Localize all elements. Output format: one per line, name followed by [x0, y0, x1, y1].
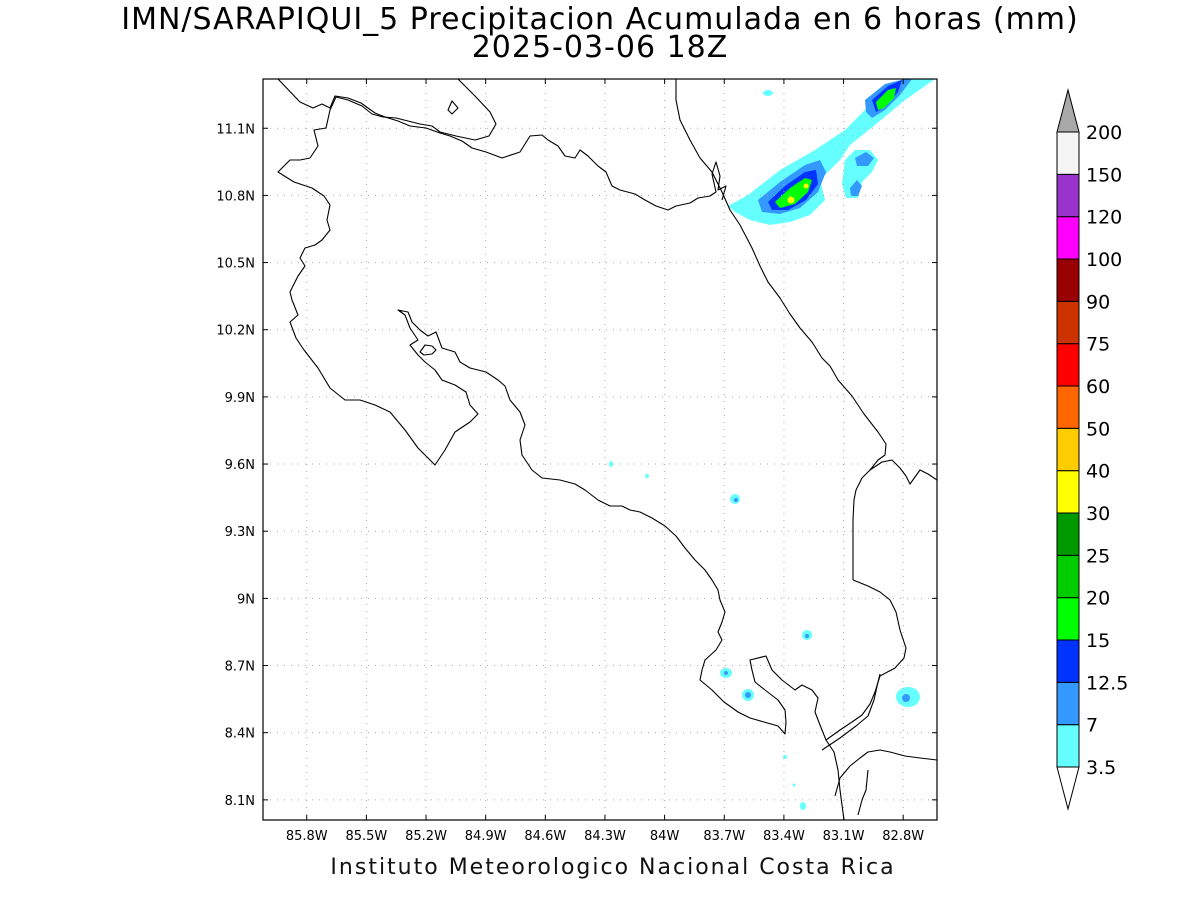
colorbar-label: 120 — [1086, 207, 1122, 229]
precip-cell — [792, 783, 796, 787]
lon-tick-label: 85.8W — [286, 829, 328, 844]
colorbar-label: 15 — [1086, 630, 1110, 652]
pacific-coast — [277, 79, 907, 741]
precip-band-green — [876, 88, 896, 110]
lon-tick-label: 84.3W — [584, 829, 626, 844]
precip-cell — [734, 498, 738, 502]
precip-cell — [902, 694, 910, 702]
lat-tick-label: 9.3N — [225, 525, 255, 540]
coastline-layer — [277, 79, 937, 820]
lat-tick-label: 9.9N — [225, 391, 255, 406]
lon-tick-label: 84.6W — [524, 829, 566, 844]
footer-credit: Instituto Meteorologico Nacional Costa R… — [330, 855, 896, 880]
colorbar-label: 12.5 — [1086, 672, 1128, 694]
colorbar-label: 60 — [1086, 376, 1110, 398]
colorbar-label: 50 — [1086, 418, 1110, 440]
lon-tick-label: 82.8W — [882, 829, 924, 844]
precip-max-yellow — [803, 183, 809, 189]
panama-coast — [857, 769, 869, 816]
colorbar-label: 200 — [1086, 122, 1122, 144]
lon-tick-label: 83.4W — [763, 829, 805, 844]
lon-tick-label: 84W — [650, 829, 680, 844]
colorbar-swatch — [1056, 131, 1080, 175]
precipitation-layer — [609, 79, 935, 810]
colorbar-label: 3.5 — [1086, 757, 1116, 779]
precip-cell — [805, 634, 809, 638]
lon-tick-label: 83.1W — [823, 829, 865, 844]
colorbar-label: 90 — [1086, 291, 1110, 313]
colorbar-label: 20 — [1086, 588, 1110, 610]
lat-tick-label: 11.1N — [216, 122, 255, 137]
island-north — [447, 100, 459, 115]
nicaragua-border — [277, 79, 727, 211]
colorbar-swatch — [1056, 639, 1080, 683]
colorbar-swatch — [1056, 300, 1080, 345]
colorbar-swatch — [1056, 343, 1080, 387]
precip-band-moderate — [850, 180, 862, 196]
latitude-axis: 11.1N 10.8N 10.5N 10.2N 9.9N 9.6N 9.3N 9N 8.7N 8.… — [216, 122, 937, 809]
precip-cell — [724, 671, 728, 675]
lon-tick-label: 85.2W — [405, 829, 447, 844]
border-south — [825, 739, 845, 820]
lat-tick-label: 10.5N — [216, 257, 255, 272]
lat-tick-label: 8.4N — [225, 727, 255, 742]
colorbar-label: 100 — [1086, 249, 1122, 271]
colorbar-swatch — [1056, 724, 1080, 768]
lat-tick-label: 9.6N — [225, 458, 255, 473]
precip-cell — [763, 90, 773, 96]
lon-tick-label: 83.7W — [703, 829, 745, 844]
colorbar-swatch — [1056, 427, 1080, 472]
osa-peninsula — [834, 749, 937, 797]
colorbar-label: 30 — [1086, 503, 1110, 525]
precip-cell — [745, 692, 751, 698]
colorbar-label: 25 — [1086, 545, 1110, 567]
lat-tick-label: 8.1N — [225, 794, 255, 809]
precip-cell — [800, 802, 806, 810]
colorbar-swatch — [1056, 385, 1080, 429]
lat-tick-label: 9N — [237, 592, 255, 607]
caribbean-coast-south — [869, 459, 937, 485]
precip-band-green — [775, 178, 812, 208]
colorbar-swatch — [1056, 216, 1080, 260]
colorbar-label: 150 — [1086, 164, 1122, 186]
map-grid — [263, 79, 937, 820]
precip-max-yellow — [787, 196, 795, 204]
lat-tick-label: 10.2N — [216, 324, 255, 339]
colorbar-label: 75 — [1086, 334, 1110, 356]
caribbean-coast — [675, 79, 887, 580]
lake-arenal — [419, 344, 437, 356]
colorbar-swatch — [1056, 554, 1080, 599]
plot-frame — [262, 78, 938, 821]
colorbar-swatch — [1056, 597, 1080, 641]
colorbar-swatch — [1056, 173, 1080, 218]
colorbar-swatch — [1056, 470, 1080, 514]
colorbar-swatch — [1056, 681, 1080, 726]
precip-band-moderate — [855, 152, 874, 166]
chart-title: IMN/SARAPIQUI_5 Precipitacion Acumulada … — [121, 2, 1079, 37]
colorbar-label: 40 — [1086, 461, 1110, 483]
colorbar-under-triangle — [1056, 766, 1080, 811]
precip-cell — [645, 474, 649, 478]
colorbar-swatch — [1056, 258, 1080, 302]
lat-tick-label: 10.8N — [216, 189, 255, 204]
lat-tick-label: 8.7N — [225, 660, 255, 675]
lon-tick-label: 85.5W — [345, 829, 387, 844]
lon-tick-label: 84.9W — [465, 829, 507, 844]
colorbar-over-triangle — [1056, 88, 1080, 133]
colorbar-label: 7 — [1086, 715, 1098, 737]
colorbar: 3.5 7 12.5 15 20 25 30 40 50 60 75 90 100 120 150 200 — [1056, 88, 1128, 811]
colorbar-swatch — [1056, 512, 1080, 556]
precip-cell — [609, 461, 613, 467]
panama-border — [821, 673, 881, 751]
longitude-axis: 85.8W 85.5W 85.2W 84.9W 84.6W 84.3W 84W 83.7W 83… — [286, 79, 924, 844]
chart-subtitle-date: 2025-03-06 18Z — [471, 30, 729, 65]
